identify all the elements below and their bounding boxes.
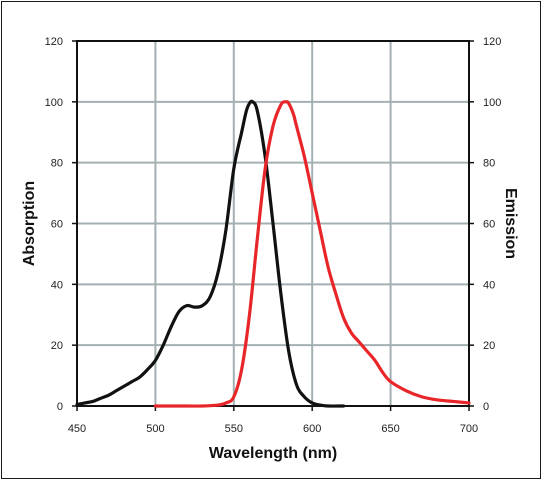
right-y-ticks: 0 20 40 60 80 100 120 bbox=[469, 36, 501, 413]
right-tick-label-20: 20 bbox=[483, 340, 495, 352]
right-tick-label-120: 120 bbox=[483, 36, 501, 48]
left-tick-label-80: 80 bbox=[51, 158, 63, 170]
left-tick-label-100: 100 bbox=[45, 97, 63, 109]
x-tick-label-700: 700 bbox=[460, 423, 478, 435]
x-tick-label-650: 650 bbox=[381, 423, 399, 435]
left-tick-label-120: 120 bbox=[45, 36, 63, 48]
right-tick-label-100: 100 bbox=[483, 97, 501, 109]
left-tick-label-60: 60 bbox=[51, 219, 63, 231]
right-tick-label-60: 60 bbox=[483, 219, 495, 231]
x-tick-label-450: 450 bbox=[68, 423, 86, 435]
x-tick-label-550: 550 bbox=[225, 423, 243, 435]
series-line-absorption bbox=[75, 99, 346, 408]
right-y-axis-title: Emission bbox=[502, 188, 519, 259]
x-tick-label-600: 600 bbox=[303, 423, 321, 435]
left-tick-label-0: 0 bbox=[57, 401, 63, 413]
left-y-axis-title: Absorption bbox=[21, 181, 38, 266]
left-y-ticks: 0 20 40 60 80 100 120 bbox=[45, 36, 77, 413]
x-ticks: 450 500 550 600 650 700 bbox=[68, 406, 478, 435]
x-tick-label-500: 500 bbox=[146, 423, 164, 435]
right-tick-label-0: 0 bbox=[483, 401, 489, 413]
x-axis-title: Wavelength (nm) bbox=[209, 445, 337, 462]
series-line-emission bbox=[153, 100, 471, 408]
right-tick-label-80: 80 bbox=[483, 158, 495, 170]
left-tick-label-20: 20 bbox=[51, 340, 63, 352]
right-tick-label-40: 40 bbox=[483, 279, 495, 291]
grid-lines bbox=[77, 41, 469, 406]
series-lines bbox=[75, 99, 471, 408]
left-tick-label-40: 40 bbox=[51, 279, 63, 291]
